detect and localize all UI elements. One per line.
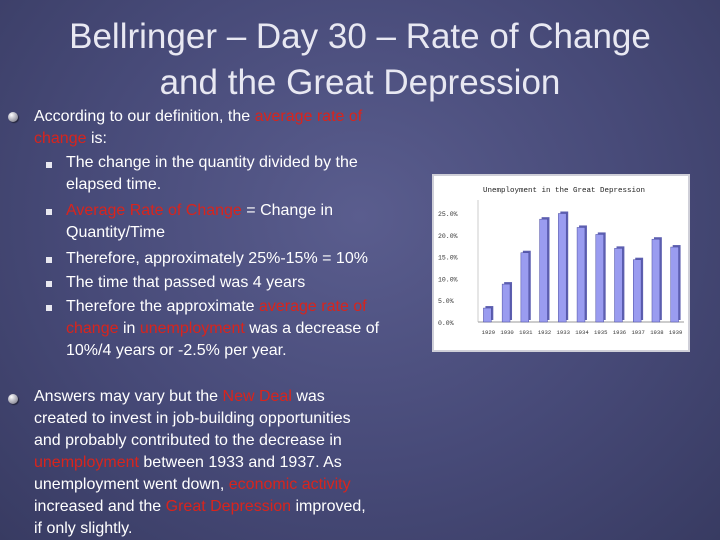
bar xyxy=(576,227,586,323)
text: Therefore, approximately 25%-15% = 10% xyxy=(66,250,368,267)
text: in xyxy=(118,320,140,337)
text: The time that passed was 4 years xyxy=(66,274,306,291)
highlight-text: average rate of xyxy=(254,108,363,125)
sub-bullet-5: Therefore the approximate average rate o… xyxy=(66,296,379,362)
text: was a decrease of xyxy=(244,320,380,337)
bar xyxy=(670,246,679,323)
highlight-text: unemployment xyxy=(34,454,139,471)
y-tick-label: 15.0% xyxy=(438,255,458,262)
x-tick-label: 1937 xyxy=(631,329,644,336)
x-tick-label: 1933 xyxy=(557,329,570,336)
text: unemployment went down, xyxy=(34,476,229,493)
x-tick-label: 1939 xyxy=(669,329,682,336)
text: Answers may vary but the xyxy=(34,388,223,405)
text: created to invest in job-building opport… xyxy=(34,410,351,427)
y-tick-label: 0.0% xyxy=(438,320,454,327)
x-tick-label: 1934 xyxy=(575,329,589,336)
x-tick-label: 1930 xyxy=(500,329,514,336)
bar xyxy=(651,238,661,323)
x-tick-label: 1931 xyxy=(519,329,533,336)
highlight-text: New Deal xyxy=(222,388,292,405)
y-tick-label: 10.0% xyxy=(438,276,458,283)
sub-bullet-4: The time that passed was 4 years xyxy=(66,272,305,294)
square-bullet-icon xyxy=(46,281,52,287)
x-tick-label: 1929 xyxy=(482,329,495,336)
highlight-text: economic activity xyxy=(228,476,351,493)
bar xyxy=(614,248,623,323)
highlight-text: Average Rate of Change xyxy=(66,202,242,219)
definition-paragraph: According to our definition, the average… xyxy=(34,106,424,150)
x-tick-label: 1936 xyxy=(613,329,626,336)
sub-bullet-3: Therefore, approximately 25%-15% = 10% xyxy=(66,248,368,270)
highlight-text: change xyxy=(66,320,119,337)
title-line-2: and the Great Depression xyxy=(159,63,561,102)
text: elapsed time. xyxy=(66,176,162,193)
bar xyxy=(595,234,604,323)
text: and probably contributed to the decrease… xyxy=(34,432,342,449)
bullet-icon xyxy=(8,112,18,122)
highlight-text: Great Depression xyxy=(165,498,292,515)
highlight-text: change xyxy=(34,130,87,147)
square-bullet-icon xyxy=(46,162,52,168)
x-tick-label: 1932 xyxy=(538,329,551,336)
title-line-1: Bellringer – Day 30 – Rate of Change xyxy=(69,17,651,56)
highlight-text: average rate of xyxy=(259,298,367,315)
sub-bullet-1: The change in the quantity divided by th… xyxy=(66,152,358,196)
square-bullet-icon xyxy=(46,209,52,215)
square-bullet-icon xyxy=(46,257,52,263)
x-tick-label: 1938 xyxy=(650,329,663,336)
text: = Change in xyxy=(241,202,334,219)
bar xyxy=(483,307,492,323)
sub-bullet-2: Average Rate of Change = Change in Quant… xyxy=(66,200,333,244)
text: was xyxy=(291,388,325,405)
x-tick-label: 1935 xyxy=(594,329,607,336)
y-tick-label: 5.0% xyxy=(438,298,454,305)
chart-title: Unemployment in the Great Depression xyxy=(483,187,645,195)
text: improved, xyxy=(291,498,366,515)
bar xyxy=(539,218,548,323)
bar xyxy=(558,213,567,323)
highlight-text: unemployment xyxy=(139,320,245,337)
chart-canvas: Unemployment in the Great Depression 0.0… xyxy=(438,187,684,336)
slide-title: Bellringer – Day 30 – Rate of Change and… xyxy=(20,14,700,106)
text: Quantity/Time xyxy=(66,224,165,241)
bullet-icon xyxy=(8,394,18,404)
square-bullet-icon xyxy=(46,305,52,311)
text: Therefore the approximate xyxy=(66,298,259,315)
text: 10%/4 years or -2.5% per year. xyxy=(66,342,287,359)
bar xyxy=(632,259,642,323)
bar xyxy=(520,252,530,323)
bar xyxy=(501,283,511,323)
new-deal-paragraph: Answers may vary but the New Deal was cr… xyxy=(34,386,434,540)
text: is: xyxy=(86,130,107,147)
text: increased and the xyxy=(34,498,166,515)
text: According to our definition, the xyxy=(34,108,255,125)
y-tick-label: 20.0% xyxy=(438,233,458,240)
text: between 1933 and 1937. As xyxy=(138,454,342,471)
text: if only slightly. xyxy=(34,520,133,537)
text: The change in the quantity divided by th… xyxy=(66,154,358,171)
unemployment-chart: Unemployment in the Great Depression 0.0… xyxy=(432,174,690,352)
y-tick-label: 25.0% xyxy=(438,211,458,218)
